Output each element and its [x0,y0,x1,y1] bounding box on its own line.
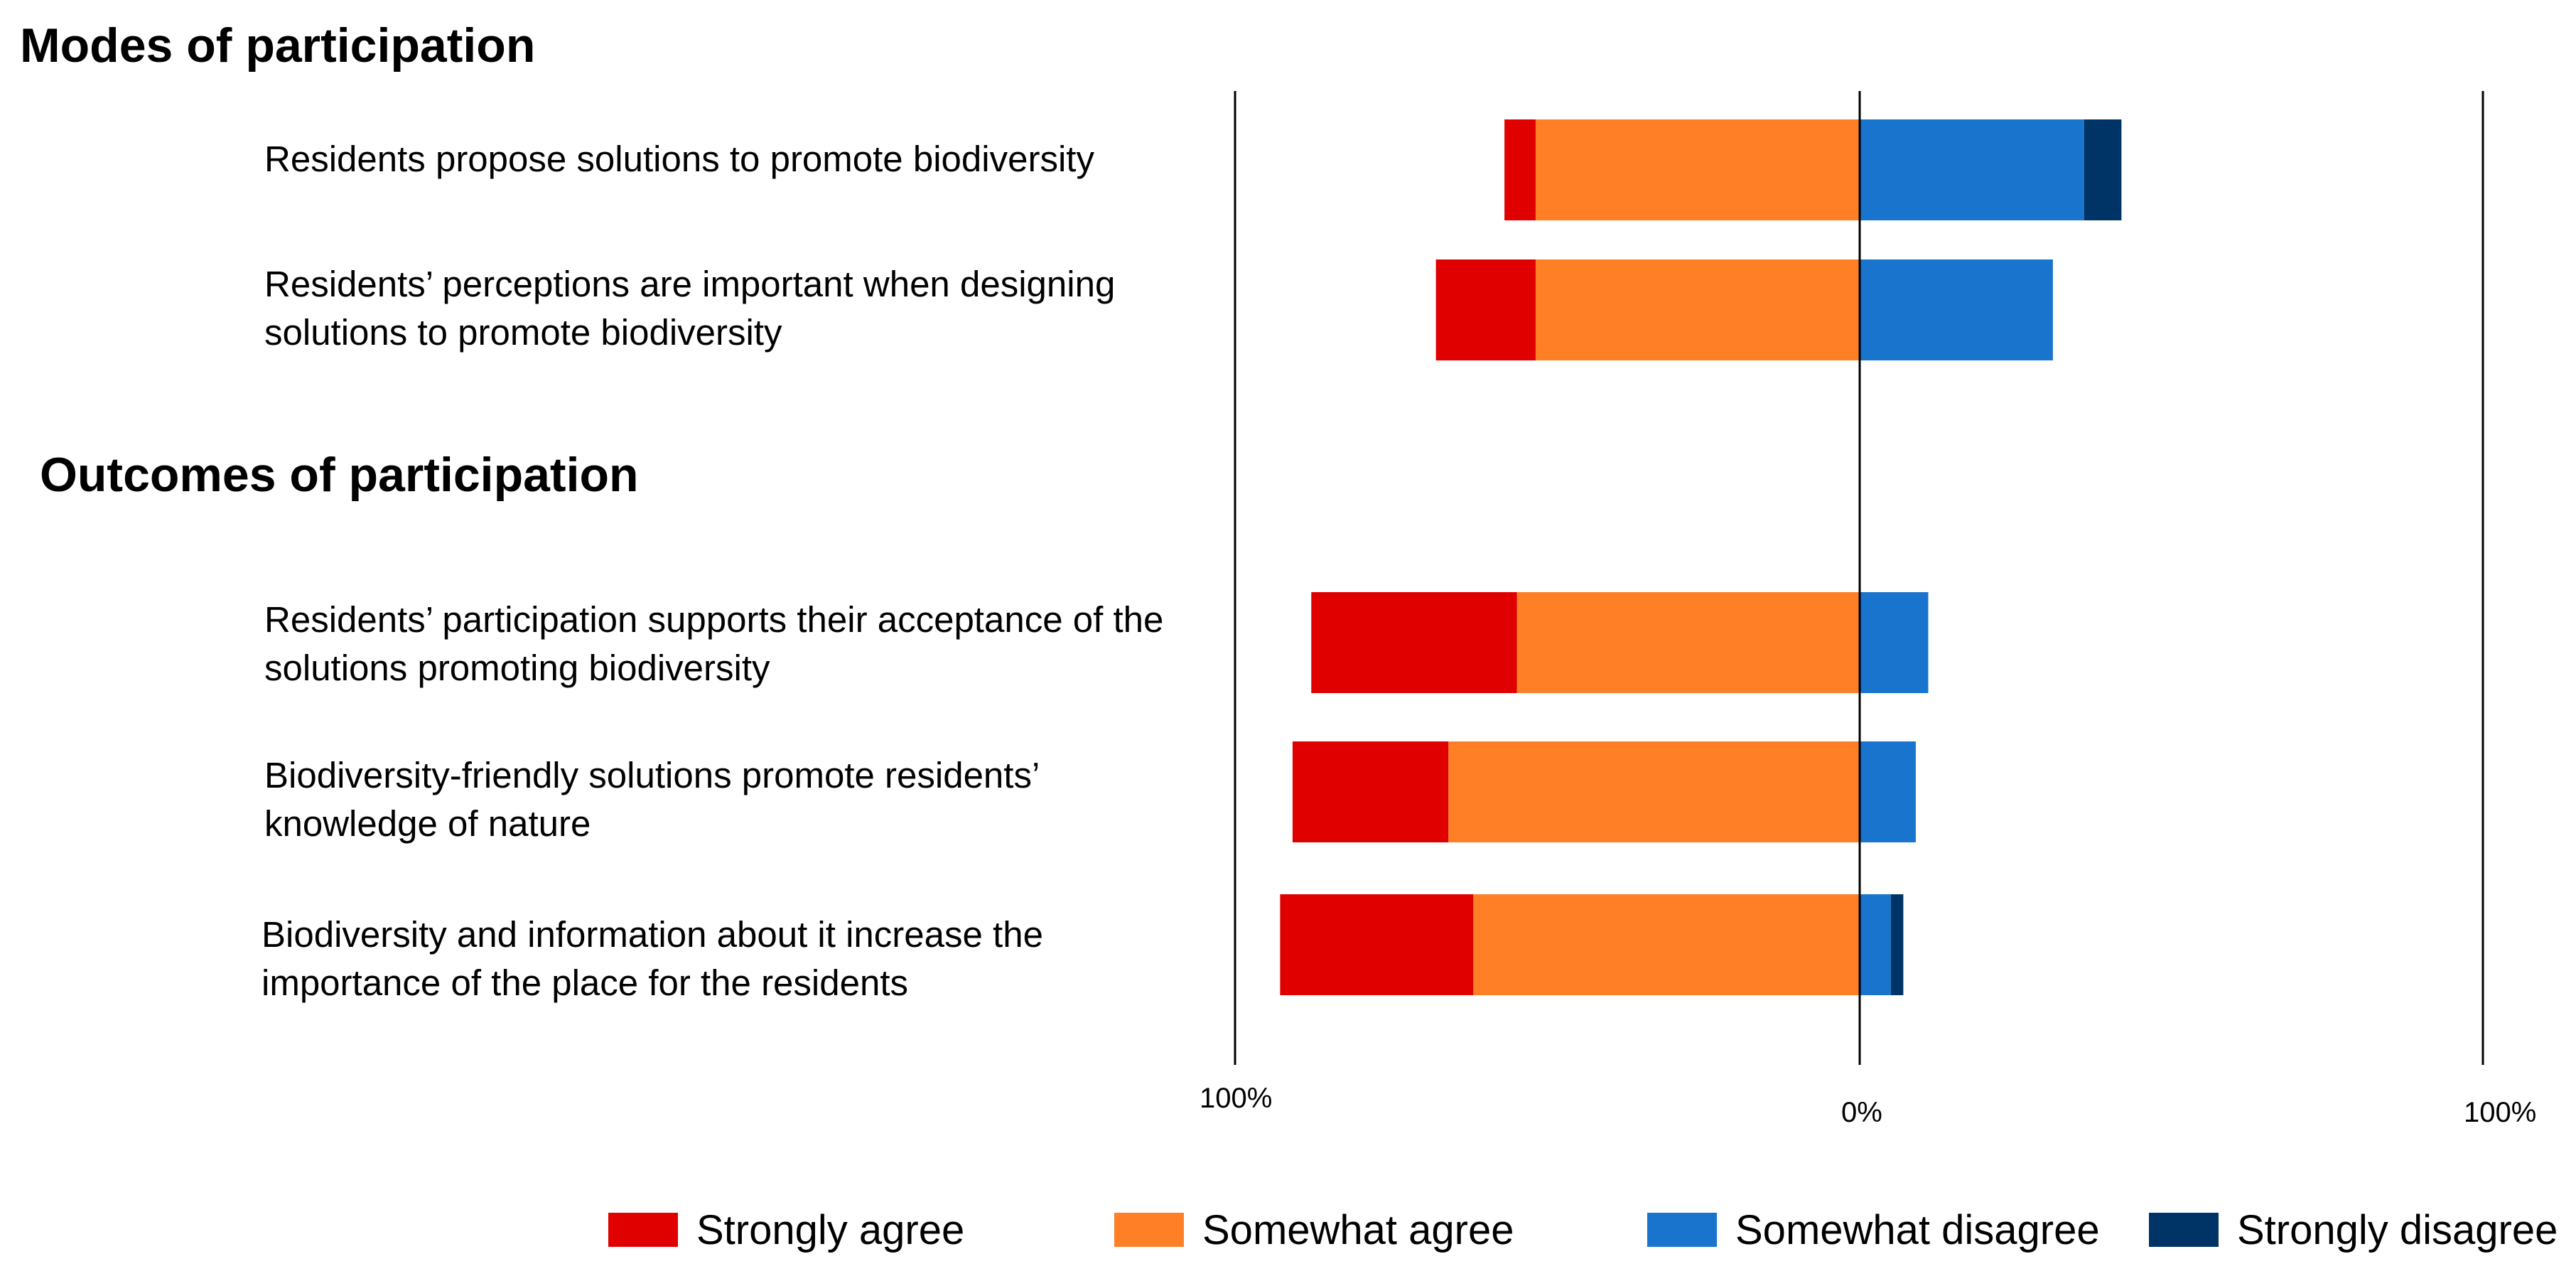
bar-somewhat-disagree-row-2 [1860,259,2053,360]
section-title-modes: Modes of participation [20,18,536,73]
bars-group [1280,119,2122,995]
bar-somewhat-agree-row-3 [1516,592,1860,693]
bar-strongly-agree-row-4 [1292,741,1449,842]
bar-strongly-disagree-row-5 [1890,894,1904,995]
legend-label-strongly-disagree: Strongly disagree [2237,1206,2558,1253]
legend-somewhat-disagree: Somewhat disagree [1647,1205,2100,1255]
bar-somewhat-disagree-row-4 [1860,741,1916,842]
bar-strongly-agree-row-1 [1504,119,1536,220]
row-label-3: Residents’ participation supports their … [264,599,1164,688]
row-label-2: Residents’ perceptions are important whe… [264,264,1116,353]
legend-label-somewhat-agree: Somewhat agree [1202,1206,1514,1253]
legend-label-somewhat-disagree: Somewhat disagree [1735,1206,2100,1253]
legend-somewhat-agree: Somewhat agree [1114,1205,1514,1255]
bar-strongly-agree-row-2 [1435,259,1536,360]
bar-somewhat-agree-row-2 [1535,259,1860,360]
bar-somewhat-agree-row-5 [1473,894,1860,995]
bar-somewhat-agree-row-4 [1448,741,1860,842]
legend-strongly-agree: Strongly agree [608,1205,964,1255]
bar-strongly-agree-row-3 [1311,592,1517,693]
legend-swatch-somewhat-agree [1114,1213,1184,1247]
x-tick-center: 0% [1841,1097,1882,1128]
row-label-4: Biodiversity-friendly solutions promote … [264,755,1039,844]
legend-swatch-strongly-disagree [2149,1213,2219,1247]
bar-strongly-disagree-row-1 [2084,119,2122,220]
bar-somewhat-agree-row-1 [1535,119,1860,220]
x-tick-right: 100% [2464,1097,2537,1128]
section-title-outcomes: Outcomes of participation [40,448,639,502]
bar-somewhat-disagree-row-3 [1860,592,1929,693]
legend-label-strongly-agree: Strongly agree [696,1206,965,1253]
bar-somewhat-disagree-row-1 [1860,119,2084,220]
legend-swatch-strongly-agree [608,1213,678,1247]
row-label-1: Residents propose solutions to promote b… [264,139,1094,179]
legend-strongly-disagree: Strongly disagree [2149,1205,2558,1255]
bar-strongly-agree-row-5 [1280,894,1474,995]
bar-somewhat-disagree-row-5 [1860,894,1891,995]
row-label-5: Biodiversity and information about it in… [262,914,1043,1003]
legend-swatch-somewhat-disagree [1647,1213,1717,1247]
x-tick-left: 100% [1200,1083,1273,1114]
